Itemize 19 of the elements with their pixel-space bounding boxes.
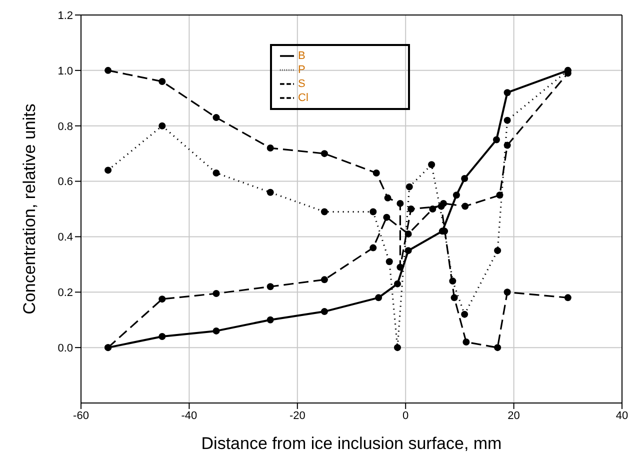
y-tick-label: 0.4 [58,232,73,244]
legend-label: P [298,64,306,76]
x-tick-label: 20 [508,410,520,422]
legend-label: S [298,78,306,90]
y-tick-label: 0.6 [58,176,73,188]
y-tick-label: 1.0 [58,65,73,78]
x-axis-title: Distance from ice inclusion surface, mm [201,434,502,453]
x-tick-label: -60 [73,410,89,422]
legend-label: B [298,50,306,62]
y-tick-label: 0.8 [58,120,73,133]
y-tick-label: 0.0 [58,342,73,354]
x-tick-label: 40 [616,410,628,422]
y-tick-label: 1.2 [58,10,73,22]
y-axis-title: Concentration, relative units [20,104,40,314]
legend-label: Cl [298,92,308,104]
x-tick-label: 0 [402,410,409,422]
y-tick-label: 0.2 [58,287,73,300]
x-tick-label: -20 [289,410,306,422]
x-tick-label: -40 [181,410,198,422]
